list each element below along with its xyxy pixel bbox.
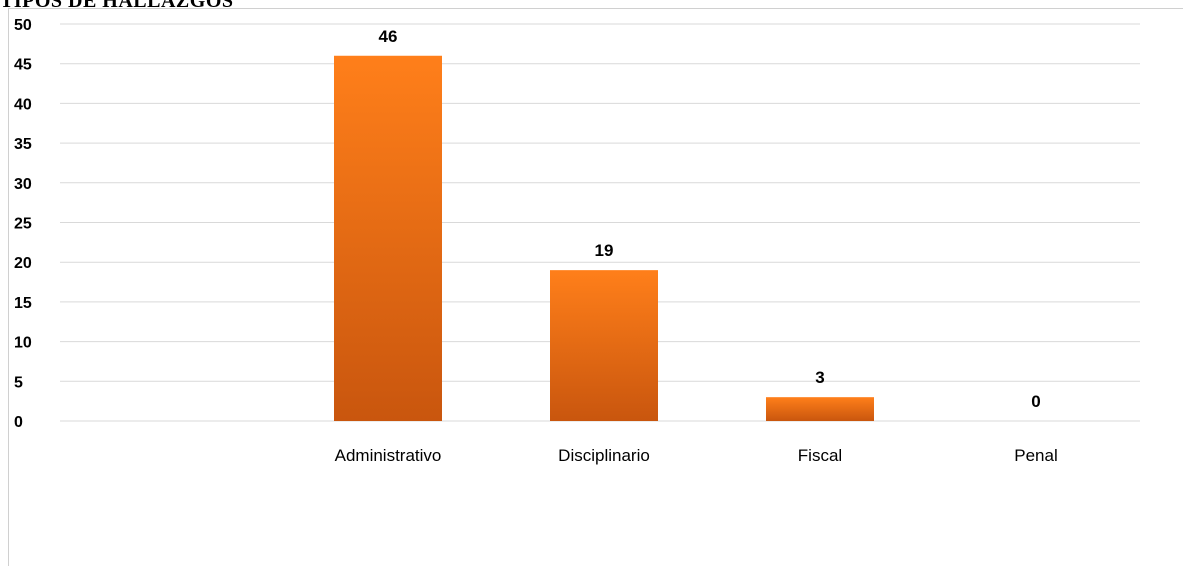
y-tick-label: 30: [14, 176, 32, 193]
y-tick-label: 40: [14, 96, 32, 113]
y-tick-label: 15: [14, 295, 32, 312]
y-tick-label: 50: [14, 17, 32, 34]
bar: [766, 397, 874, 421]
y-tick-label: 10: [14, 335, 32, 352]
bar-value-label: 0: [1031, 392, 1040, 411]
y-tick-label: 25: [14, 216, 32, 233]
bar-value-label: 3: [815, 368, 824, 387]
y-tick-label: 0: [14, 414, 23, 431]
y-tick-label: 45: [14, 57, 32, 74]
y-tick-label: 5: [14, 374, 23, 391]
y-axis: 0 5 10 15 20 25 30 35 40 45 50: [14, 17, 32, 431]
x-axis: Administrativo Disciplinario Fiscal Penal: [335, 446, 1058, 465]
bar: [334, 55, 442, 421]
bars: [334, 55, 874, 421]
x-tick-label: Penal: [1014, 446, 1057, 465]
x-tick-label: Disciplinario: [558, 446, 650, 465]
y-tick-label: 20: [14, 255, 32, 272]
bar-value-label: 46: [379, 27, 398, 46]
chart-title: TIPOS DE HALLAZGOS: [0, 0, 234, 12]
x-tick-label: Fiscal: [798, 446, 842, 465]
y-tick-label: 35: [14, 136, 32, 153]
gridlines: [60, 23, 1140, 422]
chart-frame: [8, 8, 1183, 566]
bar: [550, 270, 658, 421]
data-labels: 46 19 3 0: [379, 27, 1041, 411]
bar-value-label: 19: [595, 241, 614, 260]
x-tick-label: Administrativo: [335, 446, 442, 465]
